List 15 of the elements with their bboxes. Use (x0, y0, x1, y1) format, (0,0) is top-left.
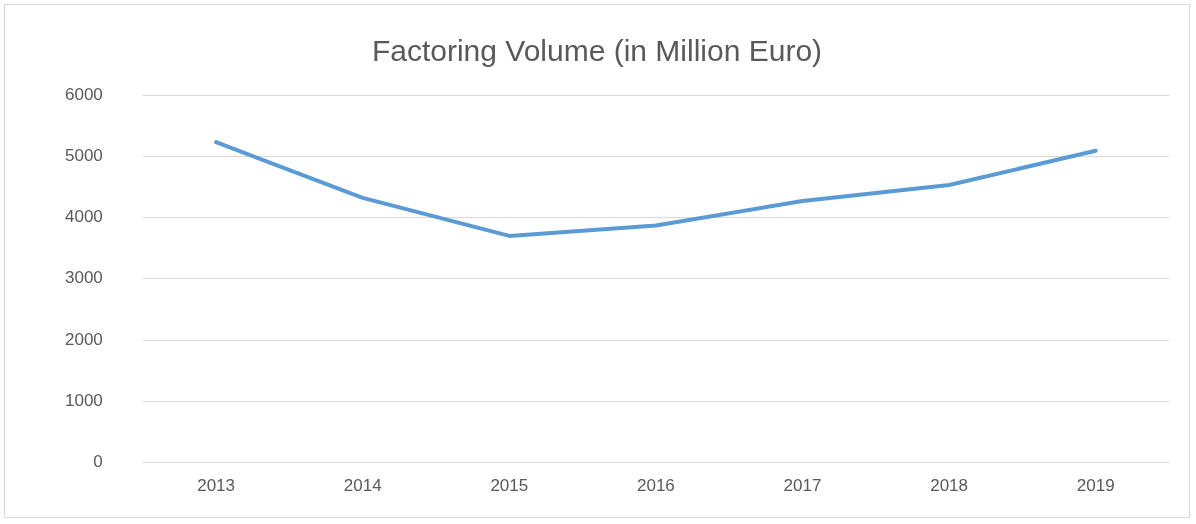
x-tick-label: 2016 (637, 476, 675, 496)
y-tick-label: 2000 (64, 329, 103, 349)
x-tick-label: 2013 (197, 476, 236, 496)
x-tick-label: 2019 (1076, 476, 1115, 496)
y-tick-label: 4000 (64, 207, 103, 227)
y-tick-label: 3000 (64, 268, 103, 288)
chart-title: Factoring Volume (in Million Euro) (371, 34, 823, 68)
y-tick-label: 0 (93, 452, 103, 472)
x-tick-label: 2014 (343, 476, 382, 496)
x-tick-label: 2018 (930, 476, 969, 496)
y-tick-label: 6000 (64, 84, 103, 104)
y-tick-label: 5000 (64, 145, 103, 165)
x-tick-label: 2015 (490, 476, 529, 496)
y-tick-label: 1000 (64, 391, 103, 411)
x-tick-label: 2017 (783, 476, 822, 496)
